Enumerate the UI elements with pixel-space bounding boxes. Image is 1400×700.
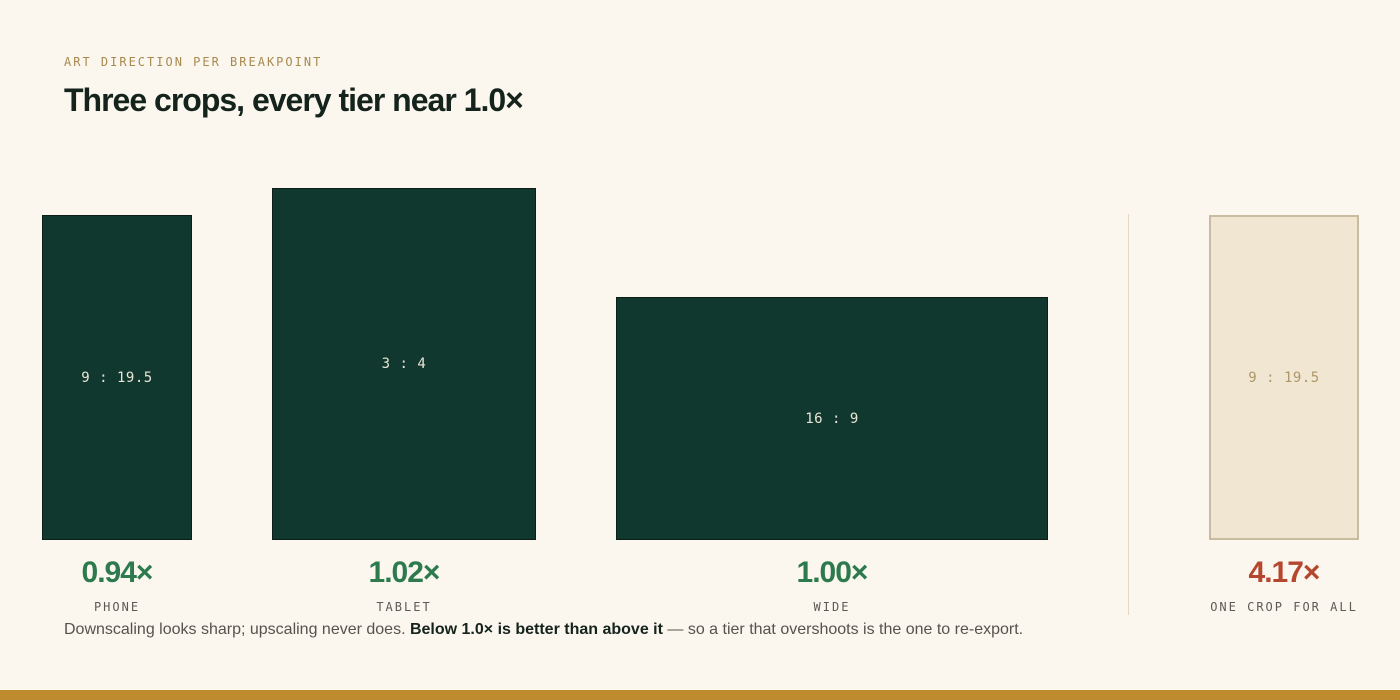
tier-label-one-for-all: ONE CROP FOR ALL: [1210, 600, 1358, 614]
footnote-emphasis: Below 1.0× is better than above it: [409, 621, 663, 638]
tier-label-wide: WIDE: [813, 600, 851, 614]
ratio-label-tablet: 3 : 4: [381, 356, 427, 372]
footnote: Downscaling looks sharp; upscaling never…: [64, 621, 1023, 639]
ratio-label-phone: 9 : 19.5: [81, 369, 153, 386]
ratio-label-one-for-all: 9 : 19.5: [1248, 369, 1320, 386]
scale-value-one-for-all: 4.17×: [1248, 556, 1321, 589]
scale-value-wide: 1.00×: [796, 556, 869, 589]
scale-value-tablet: 1.02×: [368, 556, 441, 589]
footnote-text-start: Downscaling looks sharp; upscaling never…: [64, 621, 410, 638]
bottom-accent-bar: [0, 690, 1400, 700]
crop-tile-phone: 9 : 19.5: [42, 215, 192, 540]
crop-tile-one-for-all: 9 : 19.5: [1209, 215, 1359, 540]
section-divider: [1128, 214, 1129, 615]
scale-value-phone: 0.94×: [81, 556, 154, 589]
crop-tile-tablet: 3 : 4: [272, 188, 536, 540]
footnote-text-end: — so a tier that overshoots is the one t…: [662, 621, 1024, 638]
tier-label-tablet: TABLET: [376, 600, 432, 614]
tier-label-phone: PHONE: [93, 600, 141, 614]
crop-tile-wide: 16 : 9: [616, 297, 1048, 540]
ratio-label-wide: 16 : 9: [805, 410, 859, 427]
page-title: Three crops, every tier near 1.0×: [64, 82, 524, 118]
eyebrow-label: ART DIRECTION PER BREAKPOINT: [64, 55, 323, 69]
